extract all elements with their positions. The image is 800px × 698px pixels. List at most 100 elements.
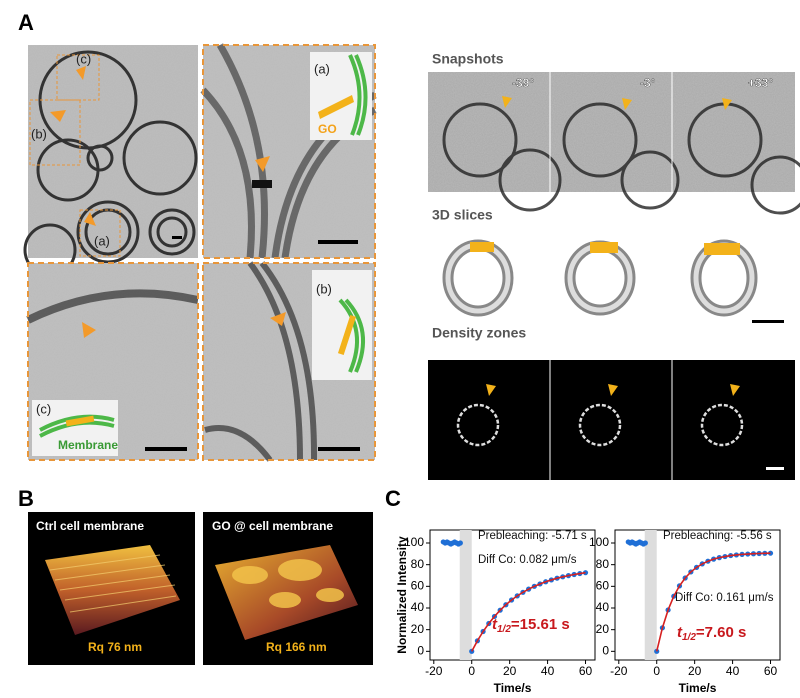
half-time-symbol: t (677, 624, 683, 641)
roi-label: (b) (31, 126, 47, 141)
half-time-subscript: 1/2 (497, 624, 511, 635)
y-tick-label: 40 (596, 600, 610, 614)
frame (27, 262, 199, 461)
section-title: Snapshots (432, 51, 504, 67)
x-tick-label: 40 (541, 664, 555, 678)
scale-bar (318, 240, 358, 244)
y-tick-label: 40 (411, 600, 425, 614)
roi-label: (a) (94, 233, 110, 248)
image-noise (28, 45, 198, 258)
cryo-em-grid: (c) (b) (a) (a) GO (c) Membrane (b) (23, 43, 377, 462)
fit-line (471, 571, 586, 652)
half-time-text: =7.60 s (696, 624, 746, 641)
frame (202, 262, 376, 461)
roughness: Rq 76 nm (88, 640, 142, 654)
inset-label: (c) (36, 401, 51, 416)
scale-bar (752, 320, 784, 323)
y-tick-label: 60 (596, 579, 610, 593)
image (428, 360, 795, 480)
annotation: Prebleaching: -5.71 s (478, 530, 587, 542)
go-patches (470, 242, 740, 255)
roi-boxes (29, 54, 121, 257)
half-time: t1/2=7.60 s (677, 624, 746, 643)
inset-go (65, 415, 95, 427)
y-axis-label: Normalized Intensity (395, 536, 409, 654)
y-tick-label: 80 (411, 557, 425, 571)
arrows (502, 96, 732, 110)
x-axis-label: Time/s (679, 681, 717, 695)
data-point (457, 540, 463, 546)
inset-label: (b) (316, 281, 332, 296)
inset-go (337, 315, 357, 355)
y-tick-label: 60 (411, 579, 425, 593)
arrow (82, 322, 96, 338)
y-tick-label: 100 (589, 535, 609, 549)
slices (442, 239, 784, 323)
snapshots: -39° -3° +33° (428, 72, 800, 215)
plot-frame (429, 529, 596, 661)
image-title: GO @ cell membrane (212, 519, 333, 533)
angle: +33° (748, 76, 773, 90)
y-tick-label: 0 (602, 644, 609, 658)
x-tick-label: 0 (468, 664, 475, 678)
inset-label: (a) (314, 61, 330, 76)
data-point (654, 648, 660, 654)
scale-bar (318, 447, 360, 451)
annotation: Diff Co: 0.161 μm/s (675, 592, 774, 604)
image-noise (428, 72, 795, 192)
roughness: Rq 166 nm (266, 640, 327, 654)
inset-go (318, 95, 354, 119)
x-tick-label: 40 (726, 664, 740, 678)
x-axis-label: Time/s (494, 681, 532, 695)
data-point (642, 540, 648, 546)
scale-bar (766, 467, 784, 470)
density (428, 360, 795, 480)
y-tick-label: 0 (417, 644, 424, 658)
panel-label: C (385, 486, 401, 511)
section-title: Density zones (432, 325, 526, 341)
panel-label: B (18, 486, 34, 511)
x-tick-label: 20 (503, 664, 517, 678)
half-time-symbol: t (492, 616, 498, 633)
go-sheet (252, 180, 272, 188)
arrows (486, 384, 740, 396)
afm-images: Ctrl cell membrane Rq 76 nm GO @ cell me… (28, 512, 373, 665)
x-tick-label: -20 (425, 664, 443, 678)
arrow (255, 156, 270, 172)
bleach-band (644, 530, 657, 660)
half-time-text: =15.61 s (511, 616, 570, 633)
y-tick-label: 80 (596, 557, 610, 571)
half-time: t1/2=15.61 s (492, 616, 570, 635)
membranes (200, 43, 377, 259)
frame (202, 44, 376, 259)
membranes (204, 261, 318, 462)
plot-frame (614, 529, 781, 661)
inset-membrane (348, 54, 368, 136)
inset-membrane (338, 298, 366, 373)
angle: -39° (512, 76, 534, 90)
y-tick-label: 20 (411, 622, 425, 636)
image-title: Ctrl cell membrane (36, 519, 144, 533)
x-tick-label: 60 (764, 664, 778, 678)
x-tick-label: 60 (579, 664, 593, 678)
half-time-subscript: 1/2 (682, 632, 696, 643)
panel-label: A (18, 10, 34, 35)
x-tick-label: 20 (688, 664, 702, 678)
x-tick-label: -20 (610, 664, 628, 678)
scale-bar (145, 447, 187, 451)
fit-line (655, 552, 771, 652)
arrows (50, 66, 96, 226)
annotation: Prebleaching: -5.56 s (663, 530, 772, 542)
y-tick-label: 20 (596, 622, 610, 636)
membrane (26, 289, 199, 324)
inset-text: Membrane (58, 438, 118, 452)
y-tick-label: 100 (404, 535, 424, 549)
bleach-band (459, 530, 472, 660)
chart: -20 0 20 40 60020406080100Time/sPrebleaching… (589, 529, 781, 695)
scale-bar (172, 236, 182, 239)
surface-lines (49, 554, 177, 613)
section-title: 3D slices (432, 207, 493, 223)
angle: -3° (640, 76, 656, 90)
